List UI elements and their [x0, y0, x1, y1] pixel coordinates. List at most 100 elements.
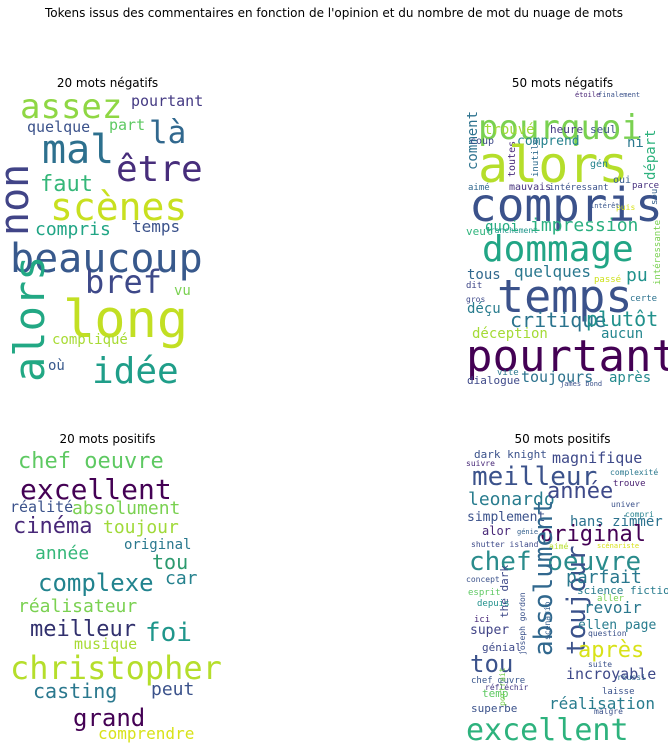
word-2-1: excellent [20, 473, 172, 506]
word-3-18: chef oeuvre [469, 547, 641, 577]
word-3-34: question [588, 629, 627, 638]
word-3-33: super [470, 623, 509, 638]
word-1-7: coup [470, 136, 494, 147]
word-0-17: compliqué [52, 332, 128, 348]
word-0-6: être [116, 149, 203, 190]
word-0-8: non [0, 164, 38, 236]
word-1-48: intérêt [590, 202, 620, 210]
word-1-8: comprend [517, 134, 580, 149]
word-2-13: foi [145, 618, 192, 648]
word-0-13: bref [85, 263, 162, 301]
word-0-0: assez [20, 87, 122, 127]
word-0-16: vu [174, 283, 191, 299]
panel-title-pos50: 50 mots positifs [514, 432, 611, 446]
word-1-1: finalement [598, 91, 640, 99]
word-3-42: incroyable [566, 665, 656, 683]
word-3-15: original [540, 522, 646, 547]
word-3-30: ici [474, 615, 490, 625]
word-1-18: intéressant [549, 182, 609, 193]
word-2-2: réalité [10, 498, 73, 516]
word-0-11: temps [132, 217, 180, 236]
word-1-46: après [609, 370, 651, 386]
word-2-7: année [35, 543, 89, 564]
word-1-22: sou [650, 189, 660, 205]
word-2-8: tou [152, 550, 188, 574]
word-3-48: excellent [466, 713, 629, 748]
word-3-37: tou [470, 650, 513, 678]
word-2-19: comprendre [98, 724, 194, 743]
word-3-29: revoir [584, 598, 642, 617]
word-3-0: dark knight [474, 448, 547, 461]
word-3-17: scénariste [597, 542, 639, 550]
word-1-45: toujours [521, 368, 593, 386]
word-3-44: laisse [602, 687, 635, 697]
word-3-43: temp [482, 687, 509, 700]
word-3-27: depuis [477, 599, 510, 609]
word-1-26: impression [530, 215, 638, 236]
word-1-37: déçu [467, 301, 501, 317]
word-3-24: esprit [468, 588, 501, 598]
word-1-25: quoi [485, 219, 519, 235]
word-0-19: idée [92, 351, 179, 392]
word-1-4: heure [550, 123, 583, 136]
word-3-5: trouve [613, 479, 646, 489]
word-3-22: toujour [562, 545, 592, 655]
word-0-9: scènes [50, 185, 187, 229]
word-2-9: complexe [38, 569, 154, 597]
word-1-28: dommage [482, 229, 634, 270]
word-3-13: génie [517, 528, 538, 536]
word-3-46: superbe [471, 702, 517, 715]
word-0-18: où [48, 358, 65, 374]
word-3-10: compri [625, 510, 654, 519]
word-0-15: long [63, 290, 188, 350]
word-1-47: james bond [560, 380, 602, 388]
word-3-12: alor [482, 524, 511, 538]
word-1-0: étoile [575, 91, 600, 99]
word-3-1: magnifique [552, 449, 642, 467]
word-3-26: aller [597, 594, 625, 604]
word-3-14: shutter island [471, 540, 539, 549]
word-1-20: compris [469, 178, 663, 232]
word-2-15: christopher [10, 649, 222, 687]
word-1-38: critique [510, 308, 606, 332]
word-2-14: musique [74, 635, 137, 653]
word-3-20: the dark [498, 565, 511, 618]
word-1-33: gros [466, 295, 485, 304]
word-2-16: casting [33, 679, 117, 703]
word-0-7: faut [40, 172, 93, 197]
panel-title-neg20: 20 mots négatifs [56, 76, 159, 90]
word-3-25: science fiction [577, 584, 668, 597]
word-3-8: hans zimmer [570, 514, 663, 530]
word-2-4: cinéma [13, 514, 92, 539]
word-1-17: mauvais [509, 182, 551, 193]
figure-title: Tokens issus des commentaires en fonctio… [44, 6, 624, 20]
word-2-11: réalisateur [18, 596, 137, 617]
word-3-21: absolument [529, 499, 559, 656]
word-1-11: inutile [531, 139, 541, 177]
word-3-41: réfléchir [485, 682, 529, 692]
word-2-5: toujour [103, 517, 179, 538]
word-1-40: déception [472, 326, 548, 342]
word-1-34: temps [497, 270, 632, 323]
word-1-39: plutôt [586, 307, 658, 331]
word-3-9: univer [611, 500, 640, 509]
word-1-44: vite [497, 368, 519, 378]
word-1-42: pourtant [466, 331, 668, 382]
word-3-7: année [547, 479, 613, 504]
word-3-19: concept [466, 575, 500, 584]
word-3-4: meilleur [472, 462, 597, 492]
word-1-24: veut [466, 225, 493, 238]
word-1-36: certe [630, 294, 657, 304]
word-3-47: malgré [594, 706, 623, 716]
word-3-40: chef œuvre [471, 676, 525, 686]
panel-title-pos20: 20 mots positifs [59, 432, 156, 446]
word-3-3: complexité [610, 467, 658, 477]
word-0-5: mal [42, 127, 114, 173]
word-2-3: absolument [72, 498, 180, 519]
word-1-3: trouvé [484, 122, 535, 138]
word-2-12: meilleur [30, 617, 136, 642]
word-3-38: suite [588, 660, 612, 669]
word-3-11: simplement [467, 510, 545, 525]
word-2-0: chef oeuvre [18, 449, 164, 474]
